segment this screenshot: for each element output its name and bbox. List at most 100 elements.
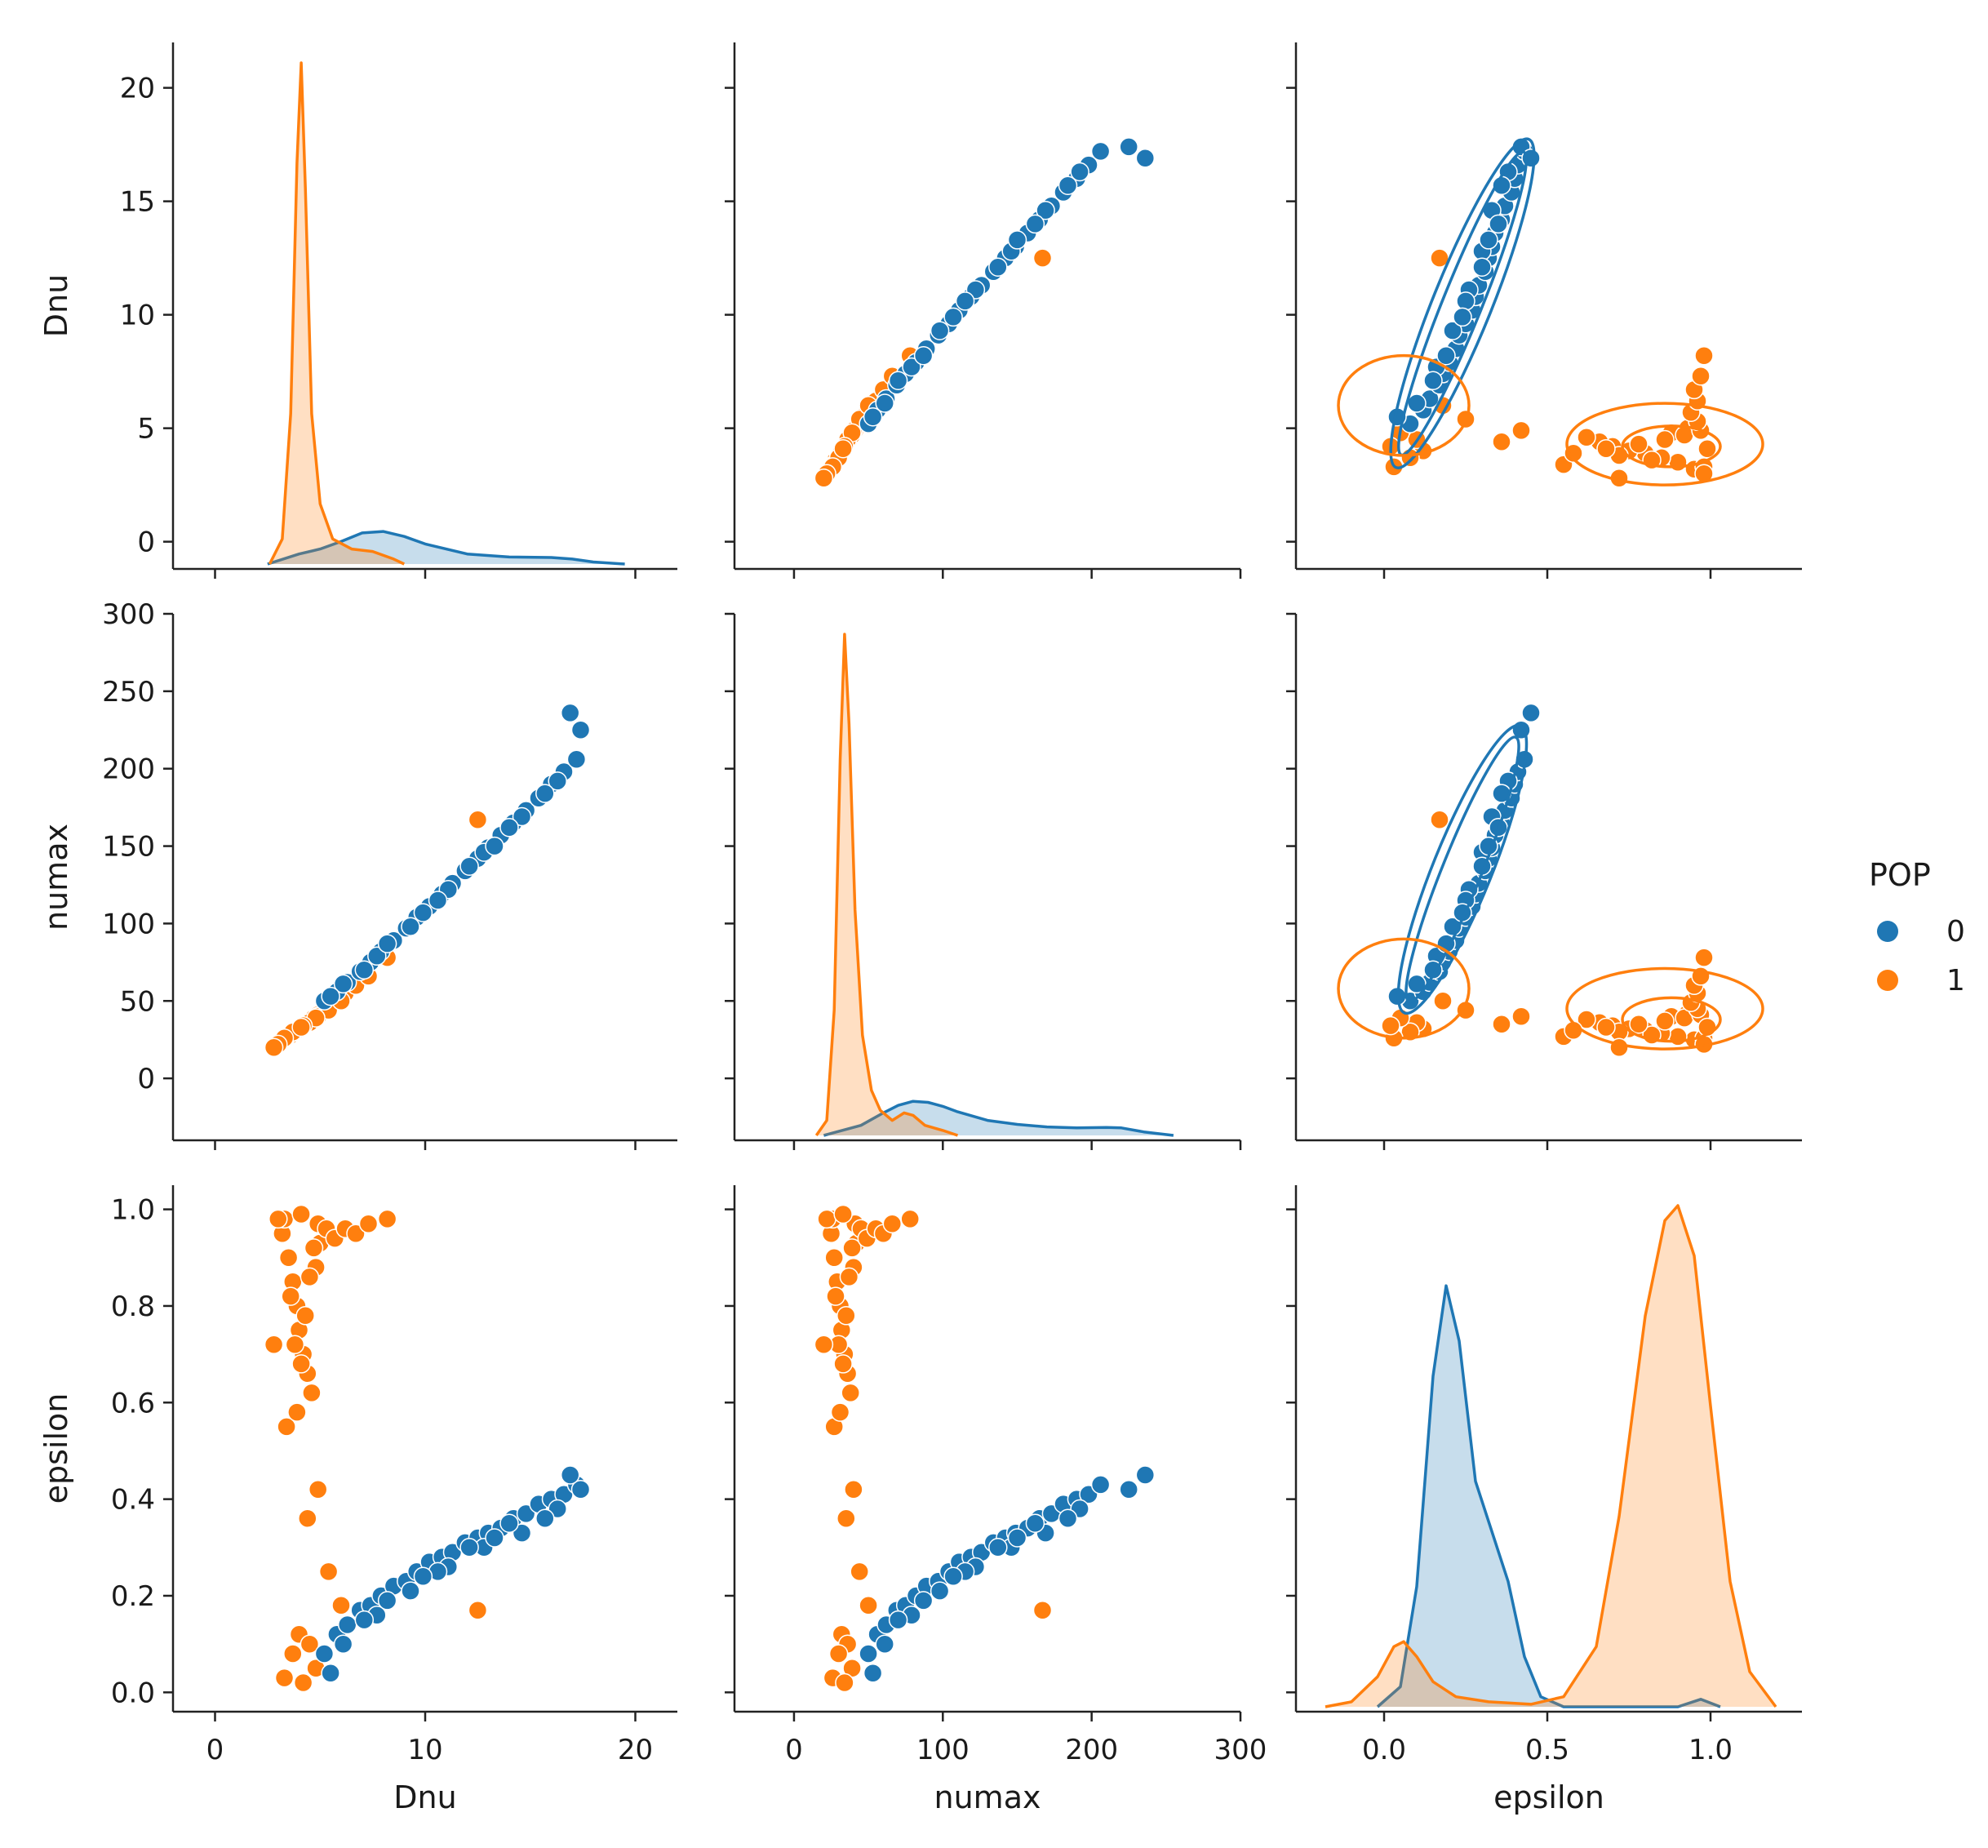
scatter-point-pop1	[1577, 428, 1596, 447]
y-tick-label: 5	[137, 413, 155, 446]
scatter-point-pop1	[844, 1480, 863, 1499]
legend-marker-pop0	[1877, 921, 1898, 942]
x-tick-label: 0.5	[1525, 1734, 1569, 1766]
scatter-point-pop1	[833, 1204, 853, 1224]
scatter-point-pop1	[291, 1354, 311, 1374]
scatter-point-pop1	[302, 1383, 322, 1403]
scatter-point-pop1	[1577, 1010, 1596, 1029]
scatter-point-pop0	[1489, 214, 1508, 234]
scatter-point-pop1	[293, 1673, 313, 1693]
panel-epsilon-vs-Dnu: 0.0 0.2 0.4 0.6 0.8 1.0 0 10 20	[111, 1185, 677, 1766]
scatter-point-pop1	[1694, 345, 1714, 366]
scatter-point-pop0	[1135, 149, 1156, 168]
scatter-point-pop1	[1596, 1017, 1616, 1037]
y-tick-label: 0.8	[111, 1290, 155, 1323]
kde-fill-Dnu-pop0	[267, 531, 625, 564]
scatter-point-pop0	[888, 1610, 908, 1630]
scatter-point-pop0	[321, 1663, 340, 1683]
x-axis-label-numax: numax	[934, 1779, 1041, 1815]
scatter-point-pop0	[377, 1591, 397, 1610]
panel-epsilon-vs-numax: 0 100 200 300	[725, 1185, 1267, 1766]
kde-fill-numax-pop1	[816, 634, 958, 1135]
scatter-point-pop0	[428, 891, 448, 910]
scatter-point-pop0	[512, 806, 532, 827]
scatter-point-pop0	[988, 1538, 1008, 1557]
scatter-point-pop1	[1381, 1015, 1400, 1036]
scatter-point-pop1	[1655, 429, 1675, 450]
panel-numax-vs-numax	[725, 612, 1242, 1150]
x-tick-label: 20	[618, 1734, 653, 1766]
scatter-point-pop1	[833, 1354, 853, 1374]
scatter-point-pop0	[333, 974, 353, 994]
x-tick-label: 0.0	[1362, 1734, 1406, 1766]
scatter-point-pop1	[1629, 434, 1649, 454]
scatter-point-pop1	[1433, 991, 1453, 1011]
scatter-point-pop0	[1058, 175, 1078, 195]
scatter-point-pop0	[1479, 230, 1498, 250]
scatter-point-pop0	[354, 960, 375, 980]
scatter-point-pop1	[814, 469, 834, 488]
y-tick-label: 100	[102, 908, 155, 940]
panel-numax-vs-Dnu: 0 50 100 150 200 250 300	[102, 598, 677, 1150]
y-axis-label-Dnu: Dnu	[38, 274, 74, 337]
scatter-point-pop1	[298, 1508, 317, 1529]
scatter-point-pop0	[570, 1480, 591, 1499]
scatter-point-pop1	[285, 1335, 305, 1355]
y-tick-label: 0.0	[111, 1677, 155, 1709]
panel-Dnu-vs-epsilon	[1286, 42, 1802, 579]
panel-Dnu-vs-numax	[725, 42, 1242, 579]
scatter-point-pop0	[1456, 291, 1475, 311]
kde-line-numax-pop1	[814, 633, 959, 1137]
kde-fill-numax-pop0	[823, 1101, 1174, 1135]
scatter-point-pop0	[930, 1581, 950, 1601]
scatter-point-pop1	[278, 1248, 299, 1268]
scatter-point-pop1	[291, 1204, 311, 1224]
scatter-point-pop0	[1135, 1465, 1156, 1485]
scatter-point-pop0	[1070, 162, 1089, 182]
y-tick-label: 0.4	[111, 1484, 155, 1517]
y-tick-label: 300	[102, 598, 155, 631]
kde-fill-epsilon-pop1	[1325, 1206, 1776, 1707]
scatter-point-pop1	[287, 1402, 307, 1422]
scatter-point-pop0	[875, 1634, 894, 1654]
scatter-point-pop0	[367, 946, 387, 966]
scatter-point-pop1	[1694, 948, 1714, 967]
scatter-point-pop1	[300, 1267, 320, 1287]
scatter-point-pop0	[1090, 141, 1111, 162]
x-axis-label-Dnu: Dnu	[393, 1779, 456, 1815]
scatter-point-pop0	[535, 784, 555, 803]
kde-fill-Dnu-pop1	[269, 63, 405, 564]
y-tick-label: 250	[102, 676, 155, 709]
y-tick-label: 15	[120, 186, 155, 219]
y-tick-label: 50	[120, 985, 155, 1018]
scatter-point-pop1	[859, 1596, 878, 1615]
scatter-point-pop0	[413, 903, 433, 922]
x-tick-label: 100	[916, 1734, 970, 1766]
y-tick-label: 0	[137, 526, 155, 559]
scatter-point-pop1	[842, 1238, 862, 1258]
scatter-point-pop1	[836, 1306, 856, 1326]
legend-label-pop0: 0	[1946, 915, 1965, 948]
x-tick-label: 0	[785, 1734, 803, 1766]
scatter-point-pop0	[354, 1610, 375, 1630]
scatter-point-pop0	[333, 1634, 353, 1654]
x-tick-label: 1.0	[1688, 1734, 1733, 1766]
scatter-point-pop0	[1436, 345, 1456, 366]
scatter-point-pop0	[863, 1663, 883, 1683]
scatter-point-pop1	[1032, 248, 1053, 268]
y-tick-label: 0.6	[111, 1387, 155, 1419]
x-tick-label: 10	[407, 1734, 442, 1766]
scatter-point-pop1	[264, 1335, 284, 1355]
scatter-point-pop1	[283, 1644, 303, 1664]
scatter-point-pop1	[828, 1644, 849, 1664]
y-axis-label-epsilon: epsilon	[38, 1393, 74, 1504]
scatter-point-pop0	[1090, 1475, 1111, 1495]
scatter-point-pop0	[560, 703, 580, 723]
scatter-point-pop1	[817, 1209, 836, 1229]
scatter-point-pop0	[1036, 200, 1055, 220]
kde-line-epsilon-pop0	[1376, 1284, 1721, 1708]
scatter-point-pop0	[499, 1513, 519, 1533]
scatter-point-pop0	[1423, 371, 1443, 390]
scatter-point-pop1	[1032, 1600, 1053, 1620]
